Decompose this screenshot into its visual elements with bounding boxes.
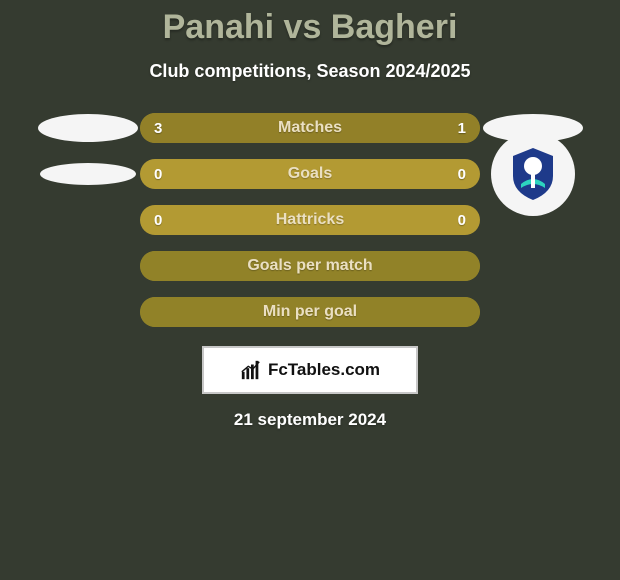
stat-row-gpm: Goals per match (0, 250, 620, 282)
stat-bar: 0 Goals 0 (140, 159, 480, 189)
stat-value-right: 0 (458, 166, 466, 183)
stat-bar: Min per goal (140, 297, 480, 327)
brand-text: FcTables.com (268, 360, 380, 380)
chart-icon (240, 359, 262, 381)
stat-label: Min per goal (140, 303, 480, 321)
stat-bar: 0 Hattricks 0 (140, 205, 480, 235)
crest-svg (503, 144, 563, 204)
date-text: 21 september 2024 (0, 410, 620, 430)
subtitle: Club competitions, Season 2024/2025 (0, 61, 620, 82)
stat-value-right: 0 (458, 212, 466, 229)
page-title: Panahi vs Bagheri (0, 8, 620, 47)
stat-label: Goals per match (140, 257, 480, 275)
avatar-placeholder-icon (40, 163, 136, 185)
avatar-placeholder-icon (38, 114, 138, 142)
left-avatar-slot (35, 114, 140, 142)
left-avatar-slot (35, 163, 140, 185)
stat-value-right: 1 (458, 120, 466, 137)
stat-bar: Goals per match (140, 251, 480, 281)
comparison-widget: Panahi vs Bagheri Club competitions, Sea… (0, 0, 620, 430)
stat-label: Matches (140, 119, 480, 137)
club-crest-icon (491, 132, 575, 216)
stat-label: Goals (140, 165, 480, 183)
right-avatar-slot (480, 132, 585, 216)
stat-row-mpg: Min per goal (0, 296, 620, 328)
stat-bar: 3 Matches 1 (140, 113, 480, 143)
stat-label: Hattricks (140, 211, 480, 229)
stat-row-goals: 0 Goals 0 (0, 158, 620, 190)
brand-link[interactable]: FcTables.com (202, 346, 418, 394)
